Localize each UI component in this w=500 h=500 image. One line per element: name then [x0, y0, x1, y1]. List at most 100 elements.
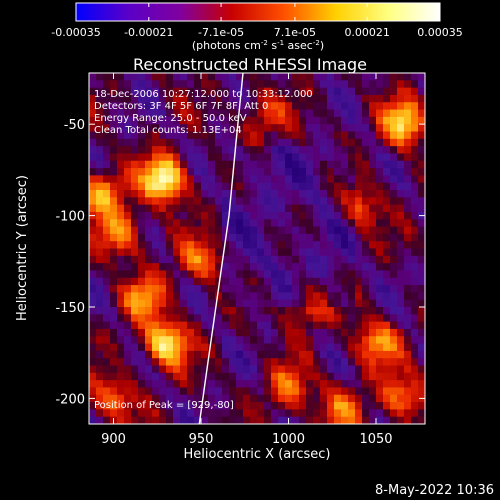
heatmap-cell [278, 299, 286, 308]
heatmap-cell [194, 146, 202, 154]
heatmap-cell [159, 109, 167, 118]
heatmap-cell [173, 263, 181, 271]
heatmap-cell [201, 285, 209, 293]
heatmap-cell [271, 394, 279, 403]
heatmap-cell [369, 416, 377, 425]
heatmap-cell [313, 409, 321, 418]
heatmap-cell [362, 160, 370, 169]
heatmap-cell [404, 182, 412, 191]
heatmap-cell [369, 263, 377, 271]
heatmap-cell [369, 146, 377, 154]
heatmap-cell [131, 372, 139, 381]
heatmap-cell [159, 168, 167, 176]
heatmap-cell [285, 160, 293, 169]
heatmap-cell [215, 233, 223, 242]
heatmap-cell [229, 80, 237, 89]
heatmap-cell [369, 116, 377, 125]
heatmap-cell [208, 358, 216, 366]
heatmap-cell [110, 219, 118, 227]
heatmap-cell [103, 233, 111, 242]
heatmap-cell [306, 372, 314, 381]
heatmap-cell [96, 211, 104, 220]
heatmap-cell [208, 394, 216, 403]
heatmap-cell [320, 197, 328, 206]
heatmap-cell [180, 402, 188, 410]
heatmap-cell [89, 321, 97, 330]
heatmap-cell [208, 285, 216, 293]
heatmap-cell [103, 321, 111, 330]
heatmap-cell [243, 175, 251, 184]
heatmap-cell [236, 226, 244, 235]
heatmap-cell [173, 94, 181, 103]
heatmap-cell [404, 153, 412, 162]
heatmap-cell [376, 219, 384, 227]
heatmap-cell [285, 190, 293, 198]
heatmap-cell [341, 241, 349, 249]
heatmap-cell [124, 394, 132, 403]
heatmap-cell [145, 211, 153, 220]
heatmap-cell [243, 285, 251, 293]
heatmap-cell [271, 131, 279, 140]
heatmap-cell [166, 131, 174, 140]
heatmap-cell [334, 416, 342, 425]
heatmap-cell [124, 285, 132, 293]
heatmap-cell [250, 314, 258, 323]
heatmap-cell [327, 226, 335, 235]
heatmap-cell [278, 80, 286, 89]
heatmap-cell [348, 138, 356, 147]
heatmap-cell [215, 380, 223, 388]
heatmap-cell [117, 124, 125, 132]
heatmap-cell [355, 241, 363, 249]
heatmap-cell [313, 87, 321, 96]
heatmap-cell [131, 248, 139, 257]
heatmap-cell [292, 416, 300, 425]
heatmap-cell [89, 153, 97, 162]
heatmap-cell [201, 416, 209, 425]
heatmap-cell [250, 233, 258, 242]
heatmap-cell [236, 255, 244, 264]
heatmap-cell [397, 372, 405, 381]
heatmap-cell [355, 343, 363, 352]
heatmap-cell [264, 409, 272, 418]
heatmap-cell [320, 350, 328, 359]
heatmap-cell [187, 402, 195, 410]
heatmap-cell [250, 387, 258, 396]
heatmap-cell [348, 321, 356, 330]
heatmap-cell [96, 380, 104, 388]
heatmap-cell [173, 211, 181, 220]
heatmap-cell [194, 358, 202, 366]
heatmap-cell [264, 168, 272, 176]
heatmap-cell [159, 307, 167, 315]
heatmap-cell [180, 94, 188, 103]
heatmap-cell [243, 160, 251, 169]
heatmap-cell [180, 387, 188, 396]
heatmap-cell [96, 292, 104, 301]
heatmap-cell [278, 73, 286, 81]
heatmap-cell [229, 358, 237, 366]
heatmap-cell [243, 387, 251, 396]
heatmap-cell [229, 299, 237, 308]
heatmap-cell [369, 409, 377, 418]
heatmap-cell [264, 380, 272, 388]
heatmap-cell [152, 233, 160, 242]
heatmap-cell [341, 94, 349, 103]
heatmap-cell [411, 211, 419, 220]
heatmap-cell [138, 307, 146, 315]
heatmap-cell [194, 285, 202, 293]
heatmap-cell [110, 307, 118, 315]
colorbar-tick-label: -0.00021 [124, 26, 173, 39]
heatmap-cell [404, 248, 412, 257]
heatmap-cell [411, 241, 419, 249]
heatmap-cell [110, 321, 118, 330]
heatmap-cell [250, 153, 258, 162]
heatmap-cell [159, 380, 167, 388]
heatmap-cell [390, 124, 398, 132]
heatmap-cell [362, 190, 370, 198]
y-tick-label: -100 [55, 210, 85, 225]
heatmap-cell [327, 255, 335, 264]
heatmap-cell [278, 197, 286, 206]
heatmap-cell [334, 226, 342, 235]
heatmap-cell [110, 197, 118, 206]
heatmap-cell [215, 314, 223, 323]
heatmap-cell [362, 124, 370, 132]
